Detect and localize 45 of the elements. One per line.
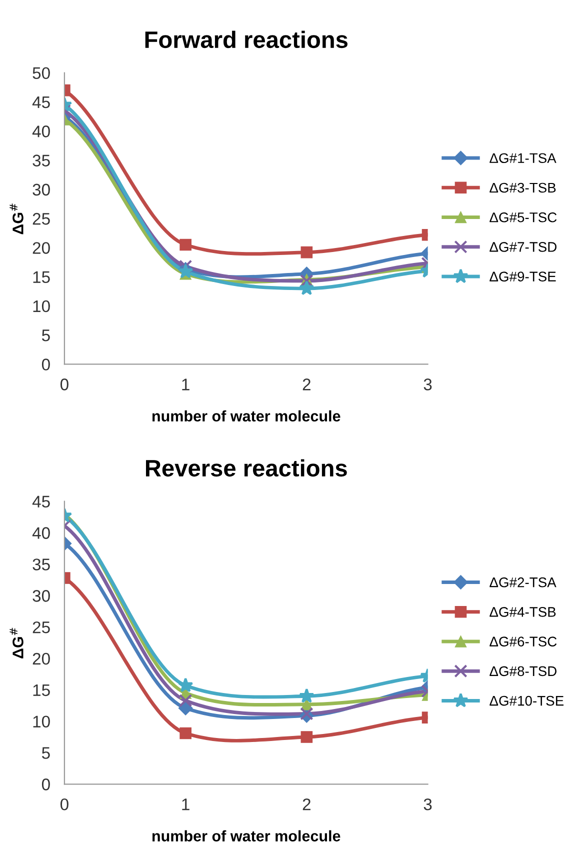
legend-label: ΔG#3-TSB xyxy=(490,182,556,193)
legend-label: ΔG#5-TSC xyxy=(490,212,557,222)
x-tick-label: 3 xyxy=(424,378,432,390)
y-tick-label: 15 xyxy=(33,271,50,284)
x-tick-label: 0 xyxy=(60,378,68,390)
y-tick-label: 25 xyxy=(32,621,50,634)
y-tick-label: 0 xyxy=(42,358,50,370)
x-axis-title: number of water molecule xyxy=(152,410,340,422)
legend-label: ΔG#9-TSE xyxy=(490,272,556,282)
x-axis-title: number of water molecule xyxy=(152,830,340,842)
legend-label: ΔG#7-TSD xyxy=(490,242,556,252)
y-tick-label: 25 xyxy=(32,212,50,225)
legend-label: ΔG#8-TSD xyxy=(490,666,556,676)
y-tick-label: 50 xyxy=(32,67,50,80)
legend-label: ΔG#10-TSE xyxy=(490,696,564,706)
x-tick-label: 3 xyxy=(424,798,432,810)
legend-label: ΔG#2-TSA xyxy=(490,577,556,588)
y-tick-label: 10 xyxy=(33,716,50,728)
y-axis-title: ΔG$^{#}$ xyxy=(10,628,24,658)
y-tick-label: 30 xyxy=(32,184,50,196)
y-tick-label: 0 xyxy=(42,778,50,790)
y-tick-label: 20 xyxy=(32,242,50,254)
x-tick-label: 2 xyxy=(302,378,310,390)
y-tick-label: 35 xyxy=(32,154,50,166)
chart-title: Reverse reactions xyxy=(146,459,347,477)
y-tick-label: 20 xyxy=(32,652,50,665)
y-tick-label: 10 xyxy=(33,300,50,312)
legend-label: ΔG#4-TSB xyxy=(490,607,556,617)
x-tick-label: 1 xyxy=(182,378,190,390)
y-tick-label: 35 xyxy=(32,558,50,570)
y-tick-label: 45 xyxy=(32,496,50,508)
y-tick-label: 45 xyxy=(32,96,50,108)
x-tick-label: 0 xyxy=(60,798,68,810)
legend-label: ΔG#1-TSA xyxy=(490,153,556,164)
y-tick-label: 30 xyxy=(32,590,50,602)
y-tick-label: 5 xyxy=(42,747,50,759)
y-tick-label: 15 xyxy=(33,684,50,696)
legend-label: ΔG#6-TSC xyxy=(490,636,557,646)
y-axis-title: ΔG$^{#}$ xyxy=(10,204,24,234)
x-tick-label: 2 xyxy=(302,798,310,810)
y-tick-label: 40 xyxy=(32,126,50,138)
y-tick-label: 5 xyxy=(42,330,50,342)
y-tick-label: 40 xyxy=(32,527,50,539)
x-tick-label: 1 xyxy=(182,798,190,810)
chart-title: Forward reactions xyxy=(145,30,348,48)
